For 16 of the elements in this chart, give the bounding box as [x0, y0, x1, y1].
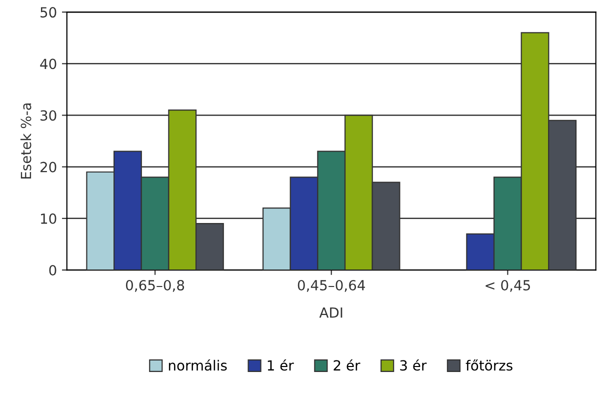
y-tick-label: 20 [40, 162, 56, 172]
y-tick-label: 50 [40, 7, 56, 18]
x-tick-label: 0,45–0,64 [298, 280, 365, 292]
legend-label: 3 ér [400, 359, 427, 371]
legend-label: normális [168, 359, 227, 371]
x-axis-title: ADI [319, 307, 342, 318]
y-tick-label: 10 [41, 213, 56, 224]
x-tick-label: < 0,45 [486, 280, 530, 292]
legend-label: főtörzs [466, 359, 512, 371]
x-tick-label: 0,65–0,8 [126, 280, 184, 292]
legend-label: 2 ér [334, 359, 360, 371]
y-axis-title: Esetek %-a [20, 103, 32, 179]
y-tick-label: 30 [40, 110, 56, 121]
legend-label: 1 ér [268, 359, 294, 371]
y-tick-label: 40 [40, 58, 56, 70]
y-tick-label: 0 [49, 264, 56, 276]
